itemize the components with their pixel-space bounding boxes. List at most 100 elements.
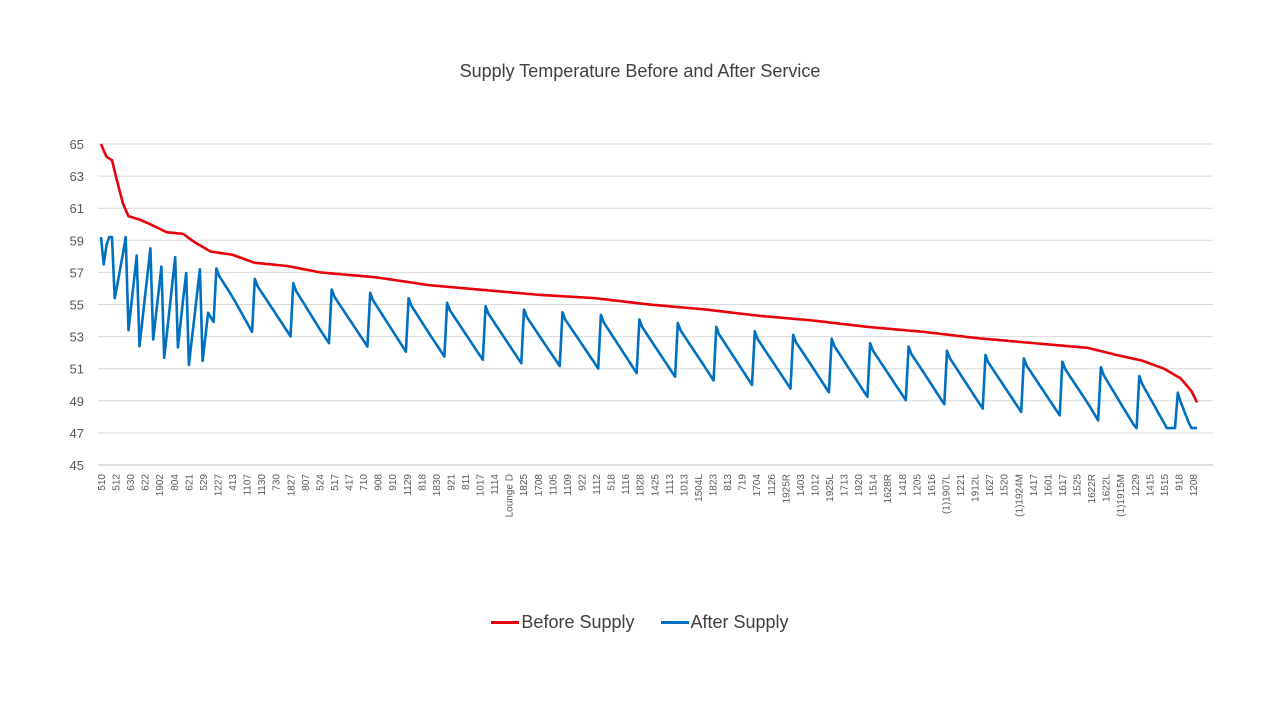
x-tick-label: 1628R xyxy=(883,474,894,503)
legend-label-before: Before Supply xyxy=(521,612,635,632)
x-tick-label: 1113 xyxy=(665,474,676,495)
legend-label-after: After Supply xyxy=(690,612,789,632)
x-tick-label: 1830 xyxy=(432,474,443,497)
x-tick-label: 1425 xyxy=(650,474,661,497)
x-tick-label: 417 xyxy=(345,474,356,491)
x-tick-label: 1126 xyxy=(767,474,778,496)
x-tick-label: 1129 xyxy=(403,474,414,496)
x-tick-label: 512 xyxy=(112,474,123,491)
x-tick-label: 1221 xyxy=(956,474,967,497)
x-tick-label: 1616 xyxy=(927,474,938,497)
y-tick-label: 45 xyxy=(70,458,84,473)
x-tick-label: 719 xyxy=(738,474,749,491)
x-tick-label: 621 xyxy=(184,474,195,491)
x-tick-label: 1114 xyxy=(490,474,501,495)
x-tick-label: 1112 xyxy=(592,474,603,495)
x-tick-label: 1525 xyxy=(1073,474,1084,497)
legend-item-after: After Supply xyxy=(660,612,789,633)
x-tick-label: 1227 xyxy=(213,474,224,497)
x-tick-label: 1828 xyxy=(636,474,647,497)
x-tick-label: 1107 xyxy=(243,474,254,496)
x-tick-label: 1622R xyxy=(1087,474,1098,503)
x-tick-label: 1520 xyxy=(1000,474,1011,497)
y-tick-label: 61 xyxy=(70,201,84,216)
x-tick-label: 1627 xyxy=(985,474,996,497)
x-tick-label: 811 xyxy=(461,474,472,490)
y-tick-label: 59 xyxy=(70,233,84,248)
x-tick-label: 1017 xyxy=(476,474,487,497)
x-axis-tick-labels: 510 512 630 622 1902 804 621 529 1227 413 1107 1130… xyxy=(97,474,1200,518)
x-tick-label: 910 xyxy=(388,474,399,491)
x-tick-label: 922 xyxy=(577,474,588,491)
y-tick-label: 65 xyxy=(70,137,84,152)
x-tick-label: 1130 xyxy=(257,474,268,496)
x-tick-label: 1012 xyxy=(810,474,821,497)
x-tick-label: 517 xyxy=(330,474,341,491)
x-tick-label: 524 xyxy=(315,474,326,491)
x-tick-label: 921 xyxy=(446,474,457,491)
x-tick-label: 730 xyxy=(272,474,283,491)
x-tick-label: 1622L xyxy=(1102,474,1113,502)
legend-swatch-after xyxy=(660,621,689,624)
chart-title: Supply Temperature Before and After Serv… xyxy=(459,61,821,81)
legend: Before Supply After Supply xyxy=(0,612,1280,633)
x-tick-label: 1109 xyxy=(563,474,574,496)
x-tick-label: 1415 xyxy=(1145,474,1156,497)
x-tick-label: 1013 xyxy=(679,474,690,497)
x-tick-label: 1504L xyxy=(694,474,705,502)
x-tick-label: 1827 xyxy=(286,474,297,497)
x-tick-label: 1229 xyxy=(1131,474,1142,497)
x-tick-label: 1514 xyxy=(869,474,880,497)
x-tick-label: 1708 xyxy=(534,474,545,497)
x-tick-label: (1)1924M xyxy=(1014,474,1025,517)
x-tick-label: 1403 xyxy=(796,474,807,497)
x-tick-label: 1116 xyxy=(621,474,632,495)
x-tick-label: 1601 xyxy=(1043,474,1054,497)
y-tick-label: 47 xyxy=(70,426,84,441)
x-tick-label: 1925L xyxy=(825,474,836,502)
y-tick-label: 63 xyxy=(70,169,84,184)
x-tick-label: 807 xyxy=(301,474,312,491)
x-tick-label: 622 xyxy=(141,474,152,491)
y-tick-label: 53 xyxy=(70,330,84,345)
x-tick-label: 413 xyxy=(228,474,239,491)
x-tick-label: 518 xyxy=(607,474,618,491)
x-tick-label: 1208 xyxy=(1189,474,1200,497)
x-tick-label: (1)1907L xyxy=(941,474,952,514)
x-tick-label: 1912L xyxy=(971,474,982,502)
x-tick-label: Lounge D xyxy=(505,474,516,517)
x-tick-label: 710 xyxy=(359,474,370,491)
x-tick-label: 1823 xyxy=(709,474,720,497)
x-tick-label: 908 xyxy=(374,474,385,491)
x-tick-label: 813 xyxy=(723,474,734,491)
x-tick-label: 1704 xyxy=(752,474,763,497)
x-tick-label: 1825 xyxy=(519,474,530,497)
y-tick-label: 51 xyxy=(70,362,84,377)
y-tick-label: 55 xyxy=(70,298,84,313)
y-axis-tick-labels: 45 47 49 51 53 55 57 59 61 63 65 xyxy=(70,137,84,473)
x-tick-label: 1920 xyxy=(854,474,865,497)
x-tick-label: 1902 xyxy=(155,474,166,497)
y-tick-label: 49 xyxy=(70,394,84,409)
x-tick-label: 804 xyxy=(170,474,181,491)
x-tick-label: 918 xyxy=(1174,474,1185,491)
x-tick-label: 1925R xyxy=(781,474,792,503)
x-tick-label: 630 xyxy=(126,474,137,491)
x-tick-label: 1515 xyxy=(1160,474,1171,497)
x-tick-label: 1105 xyxy=(548,474,559,496)
x-tick-label: 1417 xyxy=(1029,474,1040,497)
series-lines xyxy=(99,143,1199,430)
x-tick-label: 510 xyxy=(97,474,108,491)
before-supply-line xyxy=(99,143,1199,403)
x-tick-label: 1418 xyxy=(898,474,909,497)
legend-swatch-before xyxy=(491,621,520,624)
x-tick-label: 529 xyxy=(199,474,210,491)
x-tick-label: 1713 xyxy=(840,474,851,497)
legend-item-before: Before Supply xyxy=(491,612,635,633)
x-tick-label: 1617 xyxy=(1058,474,1069,497)
x-tick-label: (1)1915M xyxy=(1116,474,1127,517)
after-supply-line xyxy=(99,235,1197,430)
x-tick-label: 1205 xyxy=(912,474,923,497)
x-tick-label: 818 xyxy=(417,474,428,491)
